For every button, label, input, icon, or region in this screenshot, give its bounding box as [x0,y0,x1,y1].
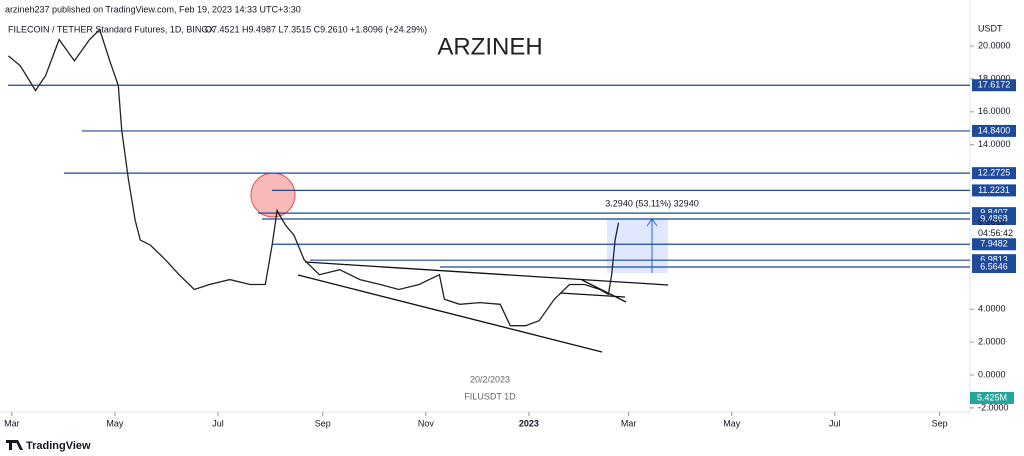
level-label-box [972,212,1016,225]
x-tick-label: Sep [932,418,948,428]
level-label-box [972,167,1016,180]
level-label: 14.8400 [978,125,1011,135]
price-line [7,28,620,327]
y-tick-label: 20.0000 [978,40,1011,50]
measure-label: 3.2940 (53.11%) 32940 [605,198,698,208]
level-label-box [972,184,1016,197]
level-label: 11.2231 [978,185,1010,195]
y-tick-label: 4.0000 [978,304,1006,314]
volume-label-box [970,392,1014,404]
level-label: 17.6172 [978,80,1011,90]
level-label-box [972,79,1016,92]
level-label-box [972,254,1016,267]
level-label: 12.2725 [978,168,1011,178]
logo-icon [6,440,23,450]
highlight-circle [250,172,296,218]
trendlines [297,261,669,353]
x-tick-label: May [106,418,124,428]
publisher: arzineh237 published on TradingView.com,… [5,4,301,14]
level-label: 7.9482 [980,239,1008,249]
level-label: 6.9813 [980,255,1008,265]
level-label-box [972,261,1016,274]
x-tick-label: Jul [829,418,841,428]
last-price-label: 9.2610 [978,217,1006,227]
axis-unit: USDT [978,23,1003,33]
level-label: 9.4868 [980,213,1008,223]
volume-label: 5.425M [977,392,1007,402]
x-tick-label: Nov [418,418,435,428]
y-tick-label: -2.0000 [978,402,1009,412]
ohlc: O7.4521 H9.4987 L7.3515 C9.2610 +1.8096 … [205,24,427,34]
x-tick-label: Mar [4,418,20,428]
y-tick-label: 18.0000 [978,73,1011,83]
x-tick-label: May [723,418,741,428]
level-label: 6.5646 [980,261,1008,271]
date-note: 20/2/2023 [470,374,510,384]
footer: TradingView [26,440,91,452]
watermark: ARZINEH [437,33,542,60]
x-tick-label: Jul [212,418,224,428]
symbol-note: FILUSDT 1D [464,391,516,401]
x-tick-label: Sep [315,418,331,428]
level-label-box [972,124,1016,137]
y-tick-label: 14.0000 [978,139,1011,149]
symbol: FILECOIN / TETHER Standard Futures, 1D, … [8,24,214,34]
measure-box [607,218,668,273]
y-tick-label: 2.0000 [978,336,1006,346]
x-tick-label: Mar [621,418,637,428]
y-tick-label: 0.0000 [978,369,1006,379]
x-tick-label: 2023 [519,418,539,428]
level-label-box [972,238,1016,251]
countdown: 04:56:42 [978,228,1013,238]
level-label: 9.8407 [980,208,1008,218]
y-tick-label: 16.0000 [978,106,1011,116]
